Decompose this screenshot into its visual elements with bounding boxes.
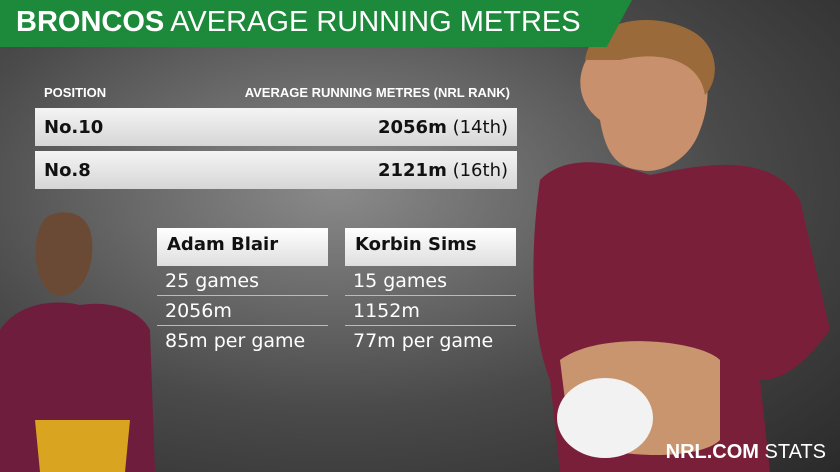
footer: NRL.COM STATS bbox=[666, 441, 826, 464]
brand: NRL.COM bbox=[665, 441, 759, 463]
player-name: Adam Blair bbox=[157, 228, 328, 266]
stat: 15 games bbox=[345, 266, 516, 296]
player-card: Korbin Sims 15 games 1152m 77m per game bbox=[345, 228, 516, 356]
column-header: POSITION bbox=[44, 85, 107, 100]
player-stats: 25 games 2056m 85m per game bbox=[157, 266, 328, 356]
column-header: AVERAGE RUNNING METRES (NRL RANK) bbox=[244, 85, 510, 100]
table-row: No.8 2121m (16th) bbox=[35, 151, 517, 189]
position: No.10 bbox=[44, 116, 104, 138]
player-name: Korbin Sims bbox=[345, 228, 516, 266]
metres: 2121m bbox=[377, 159, 447, 181]
stat: 25 games bbox=[157, 266, 328, 296]
player-stats: 15 games 1152m 77m per game bbox=[345, 266, 516, 356]
rank: (14th) bbox=[452, 116, 508, 138]
rank: (16th) bbox=[452, 159, 508, 181]
position: No.8 bbox=[44, 159, 91, 181]
stat: 77m per game bbox=[353, 330, 494, 352]
footer-label: STATS bbox=[764, 441, 826, 463]
stat: 1152m bbox=[345, 296, 516, 326]
title-light: AVERAGE RUNNING METRES bbox=[170, 6, 581, 38]
player-card: Adam Blair 25 games 2056m 85m per game bbox=[157, 228, 328, 356]
value: 2056m (14th) bbox=[378, 117, 508, 138]
stat: 85m per game bbox=[165, 330, 306, 352]
title: BRONCOS AVERAGE RUNNING METRES bbox=[16, 6, 581, 39]
title-bold: BRONCOS bbox=[16, 6, 165, 38]
table-row: No.10 2056m (14th) bbox=[35, 108, 517, 146]
title-banner bbox=[0, 0, 632, 47]
metres: 2056m bbox=[377, 116, 447, 138]
stat: 2056m bbox=[157, 296, 328, 326]
value: 2121m (16th) bbox=[378, 160, 508, 181]
